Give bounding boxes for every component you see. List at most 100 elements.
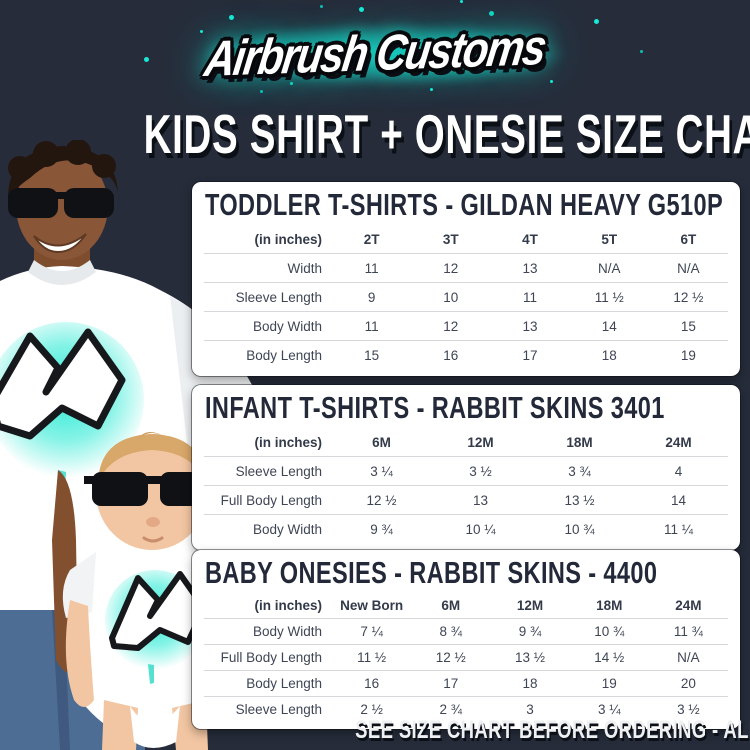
page-title: KIDS SHIRT + ONESIE SIZE CHART — [143, 103, 750, 165]
size-column-header: 6M — [372, 434, 391, 450]
brand-logo: Airbrush Customs — [0, 0, 750, 105]
table-header-row: (in inches) 6M 12M 18M 24M — [204, 428, 728, 456]
logo-spray-specks — [200, 30, 203, 33]
measurement-value: 10 ¼ — [465, 521, 496, 537]
size-column-header: New Born — [340, 598, 404, 613]
measurement-value: 20 — [680, 676, 696, 691]
measurement-value: 17 — [443, 676, 459, 691]
measurement-value: 2 ½ — [360, 702, 383, 717]
table-row: Body Length 15 16 17 18 19 — [204, 340, 728, 369]
table-title-infant: INFANT T-SHIRTS - RABBIT SKINS 3401 — [192, 385, 740, 428]
measurement-value: 10 — [443, 289, 459, 305]
kids-photo — [0, 140, 300, 750]
table-row: Body Width 7 ¼ 8 ¾ 9 ¾ 10 ¾ 11 ¾ — [204, 618, 728, 644]
measurement-value: 12 — [443, 260, 459, 276]
measurement-value: 15 — [680, 318, 696, 334]
measurement-value: 3 ¾ — [568, 463, 591, 479]
size-column-header: 3T — [442, 231, 459, 247]
measurement-value: N/A — [597, 260, 621, 276]
table-row: Full Body Length 11 ½ 12 ½ 13 ½ 14 ½ N/A — [204, 644, 728, 670]
measurement-value: 16 — [364, 676, 380, 691]
size-table-toddler: (in inches) 2T 3T 4T 5T 6T Width 11 12 13 N/A N/A Sl… — [192, 225, 740, 369]
footer-wrap: SEE SIZE CHART BEFORE ORDERING - ALL ITE… — [228, 716, 750, 745]
table-row: Body Width 9 ¾ 10 ¼ 10 ¾ 11 ¼ — [204, 514, 728, 543]
size-column-header: 24M — [675, 598, 702, 613]
size-table-onesie: (in inches) New Born 6M 12M 18M 24M Body Width… — [192, 593, 740, 722]
table-row: Width 11 12 13 N/A N/A — [204, 253, 728, 282]
size-column-header: 6M — [441, 598, 461, 613]
measurement-label: Body Width — [252, 521, 322, 537]
measurement-value: 14 — [670, 492, 687, 508]
table-title-onesie: BABY ONESIES - RABBIT SKINS - 4400 — [192, 550, 740, 593]
measurement-value: 12 ½ — [435, 650, 466, 665]
table-row: Body Width 11 12 13 14 15 — [204, 311, 728, 340]
table-title-text: INFANT T-SHIRTS - RABBIT SKINS 3401 — [205, 390, 665, 425]
measurement-value: 3 ½ — [677, 702, 700, 717]
measurement-value: 14 — [601, 318, 617, 334]
measurement-value: 19 — [680, 347, 696, 363]
unit-label: (in inches) — [254, 434, 322, 450]
measurement-value: 11 — [523, 289, 538, 305]
table-title-text: TODDLER T-SHIRTS - GILDAN HEAVY G510P — [205, 187, 724, 222]
measurement-value: 2 ¾ — [439, 702, 463, 717]
size-column-header: 6T — [680, 231, 697, 247]
footer-note: SEE SIZE CHART BEFORE ORDERING - ALL ITE… — [355, 716, 750, 744]
measurement-value: 13 ½ — [564, 492, 595, 508]
size-table-card-toddler: TODDLER T-SHIRTS - GILDAN HEAVY G510P (i… — [192, 182, 740, 376]
page-title-wrap: KIDS SHIRT + ONESIE SIZE CHART — [0, 102, 750, 166]
size-column-header: 12M — [467, 434, 494, 450]
measurement-value: 3 ½ — [469, 463, 492, 479]
measurement-value: 18 — [522, 676, 538, 691]
measurement-value: 13 — [522, 260, 538, 276]
measurement-value: 11 ¾ — [673, 624, 703, 639]
measurement-value: 11 ½ — [594, 289, 624, 305]
measurement-label: Width — [287, 260, 322, 276]
measurement-value: 11 ½ — [357, 650, 387, 665]
size-column-header: 12M — [516, 598, 544, 613]
measurement-value: 9 ¾ — [518, 624, 542, 639]
measurement-label: Sleeve Length — [235, 702, 322, 717]
measurement-label: Sleeve Length — [235, 463, 322, 479]
measurement-value: 13 — [472, 492, 489, 508]
measurement-value: 12 ½ — [366, 492, 397, 508]
table-row: Full Body Length 12 ½ 13 13 ½ 14 — [204, 485, 728, 514]
unit-label: (in inches) — [254, 598, 322, 613]
table-title-text: BABY ONESIES - RABBIT SKINS - 4400 — [205, 555, 658, 590]
size-column-header: 4T — [522, 231, 538, 247]
measurement-value: 11 — [364, 260, 379, 276]
measurement-value: 11 — [364, 318, 379, 334]
table-header-row: (in inches) 2T 3T 4T 5T 6T — [204, 225, 728, 253]
table-row: Sleeve Length 3 ¼ 3 ½ 3 ¾ 4 — [204, 456, 728, 485]
measurement-label: Body Length — [246, 676, 322, 691]
measurement-value: 10 ¾ — [564, 521, 595, 537]
measurement-value: 13 ½ — [514, 650, 546, 665]
measurement-value: 3 — [526, 702, 534, 717]
measurement-value: 11 ¼ — [663, 521, 694, 537]
measurement-value: 14 ½ — [594, 650, 625, 665]
measurement-value: 13 — [522, 318, 538, 334]
measurement-value: 3 ¼ — [370, 463, 393, 479]
measurement-value: 16 — [443, 347, 459, 363]
measurement-value: 7 ¼ — [360, 624, 383, 639]
size-column-header: 24M — [665, 434, 692, 450]
table-row: Body Length 16 17 18 19 20 — [204, 670, 728, 696]
measurement-label: Full Body Length — [220, 492, 322, 508]
size-table-card-onesie: BABY ONESIES - RABBIT SKINS - 4400 (in i… — [192, 550, 740, 729]
measurement-value: 18 — [601, 347, 617, 363]
measurement-label: Body Length — [246, 347, 322, 363]
brand-logo-text: Airbrush Customs — [201, 18, 549, 87]
measurement-value: N/A — [677, 260, 700, 276]
table-row: Sleeve Length 9 10 11 11 ½ 12 ½ — [204, 282, 728, 311]
size-column-header: 18M — [566, 434, 593, 450]
measurement-value: 8 ¾ — [439, 624, 463, 639]
size-table-infant: (in inches) 6M 12M 18M 24M Sleeve Length 3 ¼ 3 … — [192, 428, 740, 543]
measurement-label: Sleeve Length — [235, 289, 322, 305]
measurement-label: Body Width — [252, 624, 322, 639]
measurement-value: N/A — [677, 650, 700, 665]
measurement-value: 15 — [364, 347, 380, 363]
measurement-value: 12 ½ — [673, 289, 704, 305]
measurement-value: 4 — [674, 463, 683, 479]
unit-label: (in inches) — [254, 231, 322, 247]
measurement-label: Body Width — [252, 318, 322, 334]
measurement-value: 12 — [443, 318, 459, 334]
